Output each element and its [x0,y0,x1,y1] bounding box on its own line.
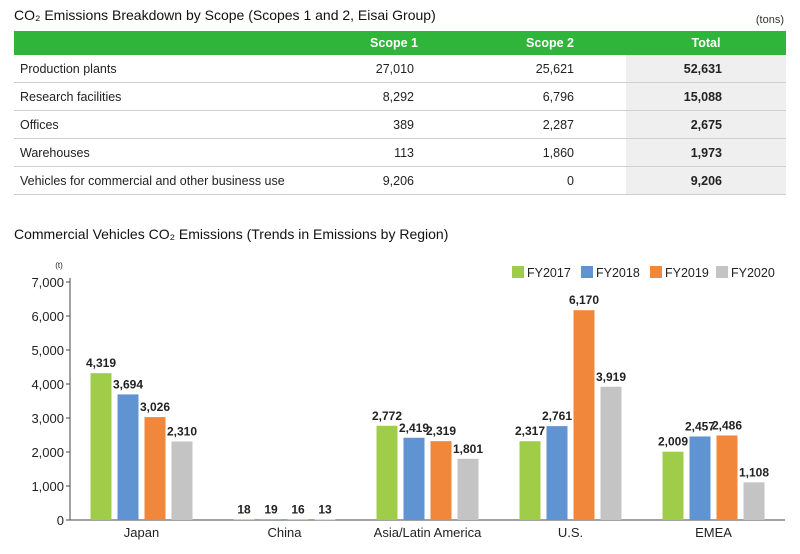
bar-fy2018-emea [689,436,711,520]
bar-fy2018-japan [117,394,139,520]
legend-label: FY2017 [527,266,571,280]
total-cell: 9,206 [626,166,786,195]
data-label: 1,801 [453,442,483,456]
bar-fy2018-asia-latin-america [403,437,425,520]
total-cell: 1,973 [626,138,786,167]
data-label: 2,772 [372,409,402,423]
scope1-cell: 113 [314,138,474,167]
y-tick-label: 1,000 [31,479,64,494]
y-tick-label: 2,000 [31,445,64,460]
bar-fy2020-emea [743,482,765,520]
row-label: Vehicles for commercial and other busine… [14,166,314,195]
data-label: 13 [318,503,332,517]
data-label: 3,026 [140,400,170,414]
data-label: 1,108 [739,465,769,479]
x-tick-label: U.S. [558,525,583,540]
scope2-cell: 2,287 [474,110,626,139]
table-header-row: Scope 1 Scope 2 Total [14,31,786,55]
data-label: 6,170 [569,293,599,307]
bar-fy2018-u-s- [546,426,568,520]
data-label: 16 [291,502,305,516]
legend-swatch-fy2020 [716,266,728,278]
bar-fy2020-u-s- [600,386,622,520]
legend-swatch-fy2018 [581,266,593,278]
scope2-cell: 0 [474,166,626,195]
header-total: Total [626,31,786,55]
total-cell: 15,088 [626,82,786,111]
row-label: Research facilities [14,82,314,111]
bar-fy2018-china [260,519,282,520]
data-label: 3,919 [596,370,626,384]
header-scope1: Scope 1 [314,31,474,55]
data-label: 2,009 [658,435,688,449]
header-category [14,31,314,55]
table-row: Production plants 27,010 25,621 52,631 [14,55,786,83]
legend-swatch-fy2019 [650,266,662,278]
bar-fy2019-asia-latin-america [430,441,452,520]
row-label: Offices [14,110,314,139]
data-label: 19 [264,502,278,516]
table-row: Research facilities 8,292 6,796 15,088 [14,82,786,111]
data-label: 2,319 [426,424,456,438]
y-tick-label: 3,000 [31,411,64,426]
bar-fy2020-asia-latin-america [457,458,479,520]
total-cell: 2,675 [626,110,786,139]
x-tick-label: Asia/Latin America [374,525,482,540]
bar-fy2020-japan [171,441,193,520]
data-label: 3,694 [113,377,143,391]
scope1-cell: 389 [314,110,474,139]
data-label: 2,310 [167,424,197,438]
data-label: 2,486 [712,418,742,432]
data-label: 2,761 [542,409,572,423]
chart-title: Commercial Vehicles CO₂ Emissions (Trend… [14,226,449,242]
row-label: Warehouses [14,138,314,167]
legend-label: FY2018 [596,266,640,280]
table-row: Warehouses 113 1,860 1,973 [14,138,786,167]
legend-swatch-fy2017 [512,266,524,278]
x-tick-label: EMEA [695,525,732,540]
bar-fy2019-china [287,519,309,520]
scope2-cell: 6,796 [474,82,626,111]
y-tick-label: 7,000 [31,275,64,290]
bar-fy2017-emea [662,451,684,520]
table-row: Vehicles for commercial and other busine… [14,166,786,195]
scope1-cell: 8,292 [314,82,474,111]
y-tick-label: 4,000 [31,377,64,392]
legend-label: FY2019 [665,266,709,280]
y-tick-label: 6,000 [31,309,64,324]
total-cell: 52,631 [626,55,786,83]
scope2-cell: 25,621 [474,55,626,83]
data-label: 2,317 [515,424,545,438]
bar-fy2017-japan [90,373,112,520]
bar-fy2019-u-s- [573,310,595,520]
table-row: Offices 389 2,287 2,675 [14,110,786,139]
x-tick-label: China [268,525,303,540]
y-tick-label: 5,000 [31,343,64,358]
scope2-cell: 1,860 [474,138,626,167]
header-scope2: Scope 2 [474,31,626,55]
row-label: Production plants [14,55,314,83]
data-label: 2,419 [399,421,429,435]
y-tick-label: 0 [57,513,64,528]
table-unit: (tons) [755,14,784,26]
legend-label: FY2020 [731,266,775,280]
y-axis-unit: (t) [55,261,63,270]
table-title: CO₂ Emissions Breakdown by Scope (Scopes… [14,7,436,23]
data-label: 4,319 [86,356,116,370]
bar-fy2019-japan [144,417,166,520]
bar-fy2020-china [314,519,336,521]
emissions-table: Scope 1 Scope 2 Total Production plants … [14,31,786,195]
bar-fy2017-asia-latin-america [376,425,398,520]
x-tick-label: Japan [124,525,159,540]
bar-fy2019-emea [716,435,738,520]
scope1-cell: 9,206 [314,166,474,195]
bar-fy2017-china [233,519,255,520]
data-label: 18 [237,502,251,516]
bar-fy2017-u-s- [519,441,541,520]
scope1-cell: 27,010 [314,55,474,83]
data-label: 2,457 [685,419,715,433]
